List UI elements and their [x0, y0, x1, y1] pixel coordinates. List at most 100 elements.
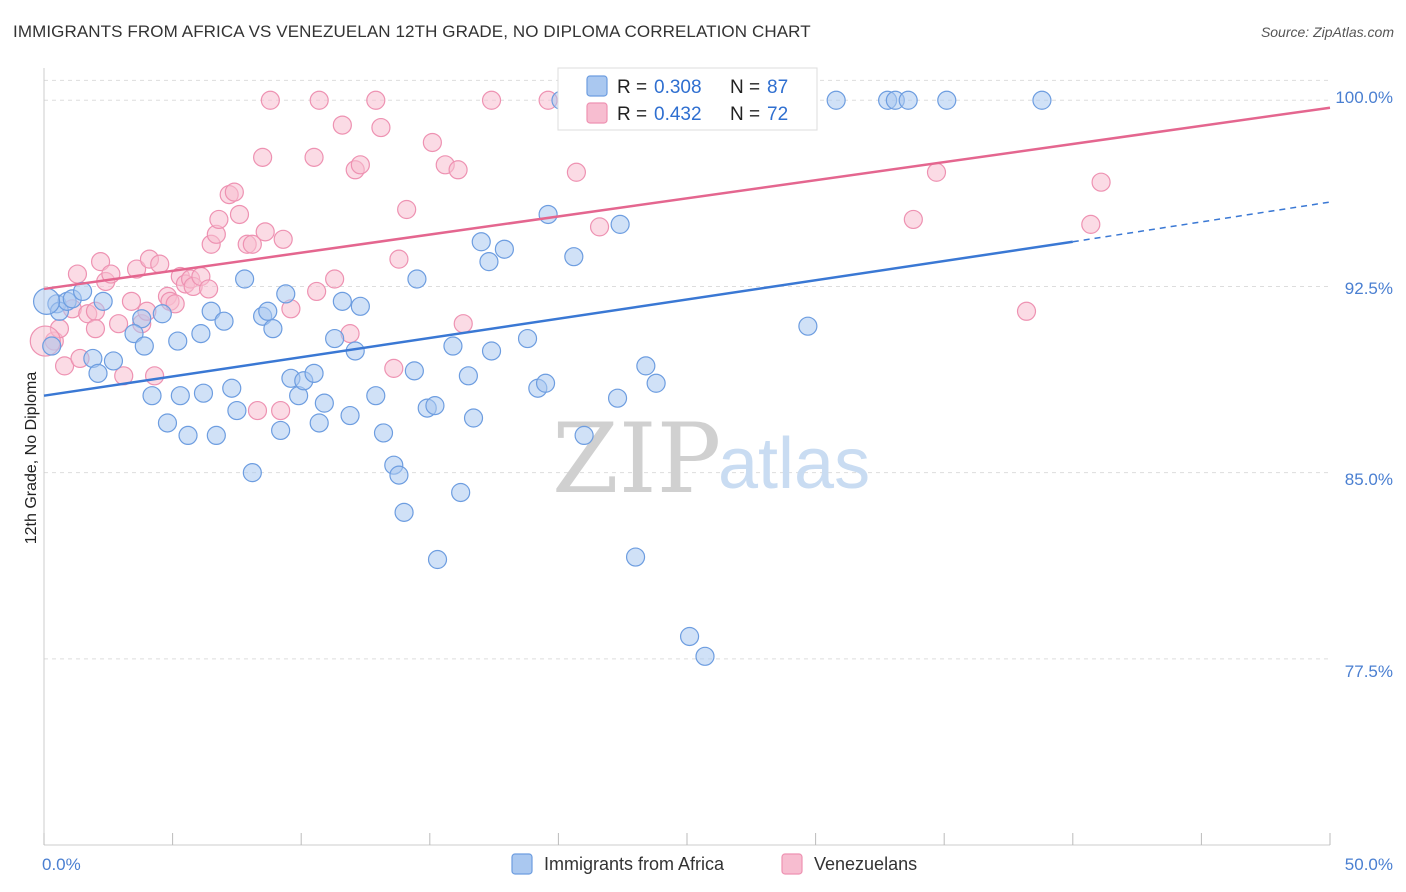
data-point [263, 319, 283, 339]
data-point [1081, 214, 1101, 234]
chart-title: IMMIGRANTS FROM AFRICA VS VENEZUELAN 12T… [13, 22, 811, 41]
data-point [574, 425, 594, 445]
data-point [222, 378, 242, 398]
data-point [535, 373, 556, 393]
y-tick-label: 100.0% [1335, 88, 1393, 107]
data-point [389, 465, 409, 485]
data-point [589, 217, 610, 237]
data-point [517, 328, 538, 349]
data-point [607, 388, 628, 408]
venezuelans-trend-line [43, 106, 1331, 291]
data-point [271, 400, 291, 421]
data-point [397, 199, 417, 220]
y-tick-label: 77.5% [1345, 662, 1393, 681]
data-point [826, 90, 846, 110]
data-point [142, 386, 162, 406]
y-tick-labels: 100.0% 92.5% 85.0% 77.5% [1335, 88, 1393, 681]
data-point [366, 90, 386, 110]
data-point [42, 336, 62, 356]
data-point [191, 324, 211, 344]
data-point [121, 291, 142, 311]
data-point [332, 291, 352, 311]
data-point [646, 373, 666, 393]
n-label: N = [730, 104, 760, 125]
watermark: ZIP atlas [552, 403, 870, 515]
venezuelans-n-value: 72 [767, 104, 788, 125]
data-point [404, 361, 424, 381]
series-legend: Immigrants from Africa Venezuelans [511, 853, 917, 875]
data-point [201, 301, 221, 321]
data-point [366, 386, 386, 406]
data-point [566, 162, 587, 182]
data-point [314, 393, 334, 413]
data-point [926, 162, 947, 182]
data-point [144, 366, 165, 386]
africa-r-value: 0.308 [654, 77, 702, 98]
data-point [170, 386, 190, 406]
data-point [340, 405, 360, 426]
venezuelans-swatch [586, 102, 608, 124]
data-point [54, 356, 75, 376]
data-point [124, 324, 144, 344]
venezuelans-r-value: 0.432 [654, 104, 702, 125]
data-point [1032, 90, 1052, 110]
data-point [448, 160, 468, 180]
data-point [242, 463, 262, 483]
data-point [108, 314, 129, 334]
data-point [271, 420, 291, 441]
data-point [242, 234, 262, 254]
data-point [235, 269, 255, 289]
stats-legend: R = 0.308 N = 87 R = 0.432 N = 72 [557, 67, 818, 131]
x-tick-label-min: 0.0% [42, 855, 81, 874]
venezuelans-legend-swatch [781, 853, 803, 875]
data-point [304, 363, 324, 383]
data-point [309, 413, 329, 433]
africa-points [32, 90, 1052, 666]
data-point [273, 229, 293, 249]
data-point [157, 413, 178, 433]
data-point [224, 182, 244, 202]
data-point [209, 209, 229, 230]
x-axis-ticks [43, 833, 1331, 845]
data-point [389, 249, 409, 269]
data-point [214, 311, 234, 331]
data-point [253, 147, 273, 167]
data-point [481, 90, 502, 110]
source-credit: Source: ZipAtlas.com [1260, 24, 1394, 40]
data-point [463, 408, 484, 428]
data-point [427, 549, 448, 570]
data-point [309, 90, 329, 110]
data-point [564, 247, 584, 267]
data-point [451, 482, 471, 503]
data-point [206, 425, 226, 445]
data-point [304, 147, 324, 167]
data-point [193, 383, 214, 403]
data-point [471, 232, 491, 252]
watermark-atlas: atlas [718, 424, 870, 504]
data-point [85, 319, 106, 339]
data-point [425, 396, 445, 416]
data-point [67, 264, 88, 284]
data-point [325, 328, 345, 349]
data-point [610, 214, 630, 234]
r-label: R = [617, 77, 647, 98]
data-point [494, 239, 514, 259]
data-point [695, 646, 715, 666]
data-point [458, 366, 478, 386]
data-point [150, 254, 170, 274]
data-point [798, 316, 818, 336]
data-point [325, 269, 345, 289]
africa-trend-line [43, 240, 1073, 397]
data-point [422, 132, 442, 153]
data-point [103, 351, 124, 371]
africa-legend-swatch [511, 853, 533, 875]
data-point [373, 423, 394, 443]
data-point [260, 90, 280, 110]
watermark-zip: ZIP [552, 403, 721, 515]
data-point [126, 259, 147, 279]
data-point [276, 284, 296, 304]
data-point [898, 90, 918, 110]
data-point [479, 252, 499, 272]
data-point [679, 626, 700, 647]
